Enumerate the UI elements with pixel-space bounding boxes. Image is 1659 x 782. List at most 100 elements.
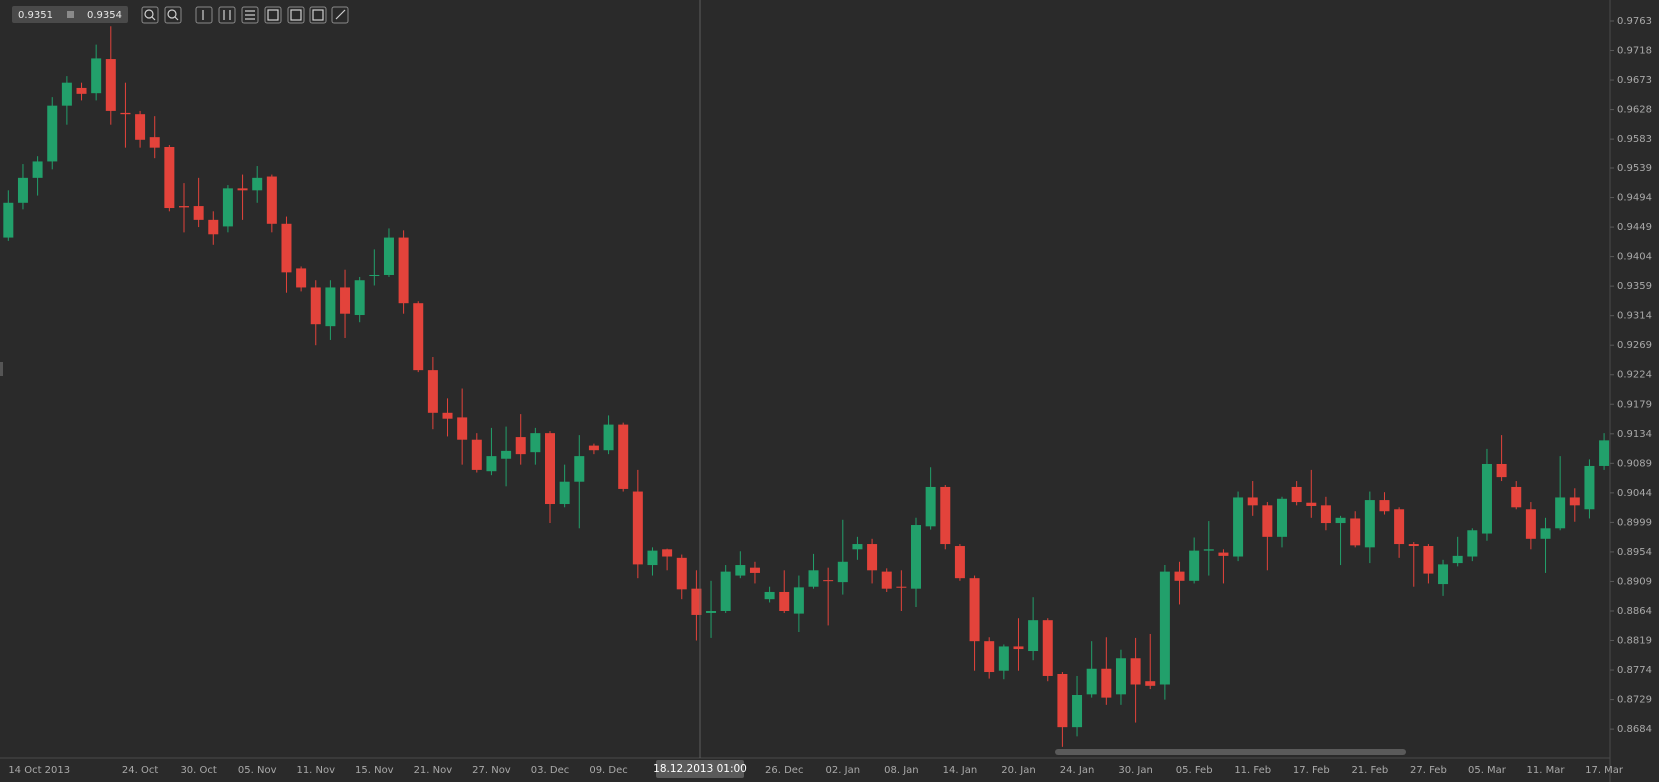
candle-body (3, 202, 14, 238)
y-tick-label: 0.9628 (1617, 105, 1652, 116)
y-tick-label: 0.9224 (1617, 370, 1652, 381)
x-tick-label: 05. Feb (1176, 765, 1213, 776)
candle-body (749, 567, 760, 573)
candle-body (545, 433, 555, 505)
y-tick-label: 0.9359 (1617, 281, 1652, 292)
candle-body (252, 177, 263, 191)
y-tick-label: 0.8819 (1617, 636, 1652, 647)
chart-type[interactable] (218, 6, 236, 24)
candle-body (1218, 552, 1229, 556)
candle-body (984, 641, 995, 673)
candle-body (135, 114, 146, 140)
candle-body (310, 287, 321, 325)
candle-body (867, 544, 878, 571)
candle-body (1115, 658, 1126, 695)
tool-1[interactable] (264, 6, 282, 24)
x-tick-label: 11. Mar (1527, 765, 1566, 776)
candle-body (1599, 440, 1610, 466)
candle-body (1174, 571, 1185, 581)
candle-body (1013, 646, 1024, 650)
ask-price: 0.9354 (87, 10, 122, 21)
candle-body (486, 456, 497, 472)
tool-2[interactable] (287, 6, 305, 24)
x-tick-label: 27. Nov (472, 765, 511, 776)
y-tick-label: 0.9673 (1617, 75, 1652, 86)
candle-body (1496, 463, 1507, 478)
candle-body (1467, 530, 1478, 557)
candle-body (676, 557, 687, 590)
candle-body (164, 147, 175, 209)
candle-body (32, 161, 43, 178)
x-tick-label: 24. Oct (122, 765, 158, 776)
candle-body (325, 287, 336, 327)
candle-body (1042, 620, 1053, 676)
candle-body (779, 591, 790, 611)
candle-body (1555, 497, 1566, 529)
y-tick-label: 0.9179 (1617, 399, 1652, 410)
candle-body (208, 219, 219, 235)
x-tick-label: 21. Feb (1351, 765, 1388, 776)
x-tick-label: 20. Jan (1001, 765, 1036, 776)
x-tick-label: 15. Nov (355, 765, 394, 776)
candle-body (281, 223, 292, 273)
candle-body (193, 206, 204, 220)
candle-body (501, 450, 512, 459)
candle-body (1335, 517, 1346, 524)
candle-body (398, 237, 409, 304)
candle-body (1452, 555, 1463, 564)
candle-body (515, 437, 526, 455)
zoom-in[interactable] (164, 6, 182, 24)
zoom-out[interactable] (141, 6, 159, 24)
candle-body (1130, 658, 1141, 685)
candle-body (1320, 505, 1331, 524)
candle-body (574, 456, 585, 482)
candle-body (1350, 518, 1361, 546)
candle-body (1057, 673, 1068, 728)
candle-body (837, 561, 848, 583)
candle-body (1584, 465, 1595, 510)
candle-body (442, 412, 453, 419)
candle-body (969, 578, 980, 642)
candle-body (1481, 463, 1492, 534)
tool-3[interactable] (309, 6, 327, 24)
y-tick-label: 0.8999 (1617, 517, 1652, 528)
candle-body (632, 491, 643, 565)
side-handle[interactable] (0, 362, 3, 376)
x-tick-label: 21. Nov (414, 765, 453, 776)
candle-body (1511, 486, 1522, 508)
y-tick-label: 0.9449 (1617, 222, 1652, 233)
y-tick-label: 0.9404 (1617, 252, 1652, 263)
crosshair-label-box (656, 760, 744, 778)
x-tick-label: 05. Mar (1468, 765, 1507, 776)
candle-body (340, 287, 351, 314)
toolbar: 0.9351 0.9354 (12, 6, 349, 24)
candle-body (1277, 498, 1287, 537)
candle-body (1159, 571, 1170, 685)
candle-body (1394, 509, 1405, 545)
candle-body (911, 525, 921, 589)
quote-separator (67, 11, 74, 18)
x-tick-label: 24. Jan (1060, 765, 1095, 776)
candle-body (530, 433, 541, 453)
candle-body (237, 188, 248, 191)
candle-body (764, 591, 775, 600)
y-tick-label: 0.9539 (1617, 163, 1652, 174)
x-tick-label: 03. Dec (531, 765, 569, 776)
timeframe[interactable] (195, 6, 213, 24)
y-tick-label: 0.9269 (1617, 340, 1652, 351)
x-tick-label: 17. Feb (1293, 765, 1330, 776)
x-tick-label: 27. Feb (1410, 765, 1447, 776)
candle-body (1145, 681, 1156, 686)
y-tick-label: 0.8684 (1617, 724, 1652, 735)
candle-body (1291, 486, 1302, 503)
crosshair-label: 18.12.2013 01:00 (653, 763, 747, 775)
candle-body (105, 59, 116, 111)
y-tick-label: 0.8864 (1617, 606, 1652, 617)
scrollbar[interactable] (1055, 749, 1406, 755)
candle-body (925, 486, 936, 527)
candle-body (149, 137, 160, 148)
y-tick-label: 0.8774 (1617, 665, 1652, 676)
draw-tool[interactable] (331, 6, 349, 24)
y-tick-label: 0.9044 (1617, 488, 1652, 499)
indicators[interactable] (241, 6, 259, 24)
